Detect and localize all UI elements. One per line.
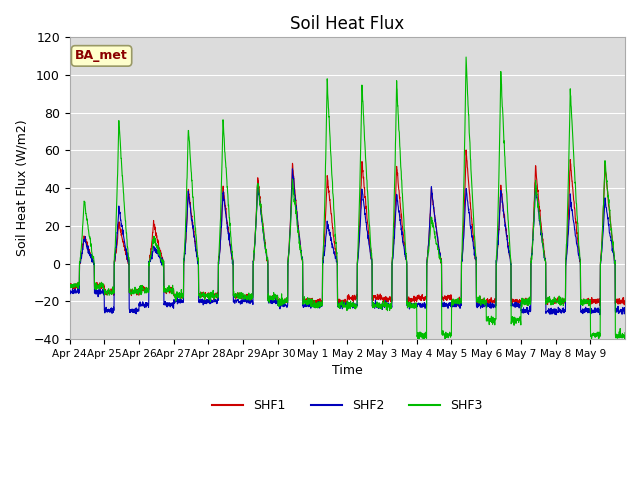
SHF3	[614, 332, 621, 338]
SHF1	[621, 299, 629, 304]
SHF3	[441, 338, 449, 344]
Line: SHF3: SHF3	[70, 57, 625, 341]
Line: SHF2: SHF2	[70, 169, 625, 315]
SHF3	[381, 298, 388, 303]
SHF2	[121, 242, 129, 248]
SHF2	[614, 307, 621, 312]
SHF3	[547, 298, 554, 304]
Y-axis label: Soil Heat Flux (W/m2): Soil Heat Flux (W/m2)	[15, 120, 28, 256]
SHF1	[515, 298, 523, 303]
SHF1	[547, 296, 554, 302]
SHF2	[241, 296, 249, 301]
Legend: SHF1, SHF2, SHF3: SHF1, SHF2, SHF3	[207, 394, 488, 417]
SHF3	[462, 54, 470, 60]
SHF1	[462, 147, 470, 153]
SHF1	[381, 296, 388, 301]
SHF2	[66, 288, 74, 294]
SHF2	[515, 300, 522, 306]
Text: BA_met: BA_met	[76, 49, 128, 62]
SHF2	[621, 307, 629, 313]
Title: Soil Heat Flux: Soil Heat Flux	[290, 15, 404, 33]
SHF3	[515, 318, 523, 324]
SHF3	[66, 283, 74, 288]
SHF1	[614, 296, 621, 302]
SHF2	[546, 312, 554, 317]
Line: SHF1: SHF1	[70, 150, 625, 306]
SHF2	[289, 166, 296, 172]
SHF1	[66, 283, 74, 288]
SHF3	[241, 292, 249, 298]
SHF3	[121, 213, 129, 219]
SHF1	[454, 303, 462, 309]
SHF1	[121, 247, 129, 252]
SHF2	[552, 312, 560, 318]
SHF1	[241, 297, 249, 302]
SHF2	[381, 302, 388, 308]
SHF3	[621, 330, 629, 336]
X-axis label: Time: Time	[332, 364, 363, 377]
